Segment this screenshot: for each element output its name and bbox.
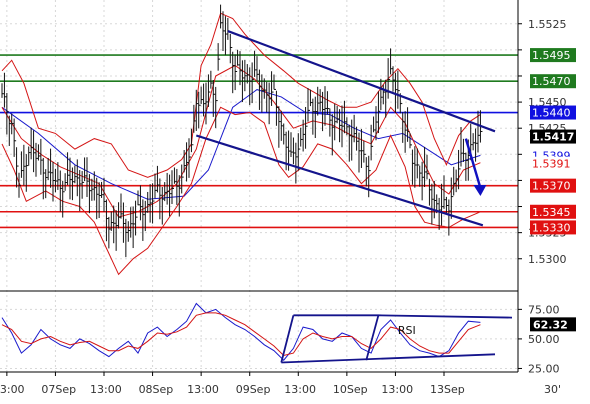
time-axis-label: 13:00 [90,383,122,396]
level-tag [530,204,576,219]
time-axis-label: 08Sep [139,383,174,396]
trend-channel [195,30,496,227]
rsi-axis-label: 25.00 [528,362,560,375]
rsi-trend-resistance [293,314,513,319]
rsi-annotation: RSI [398,324,416,337]
time-axis-label: 13:00 [0,383,25,396]
forecast-arrow-head [473,185,487,196]
price-tag [530,129,576,144]
rsi-value-label: 62.32 [533,318,568,331]
rsi-value-tag [530,317,576,332]
time-axis-label: 10Sep [333,383,368,396]
forecast-arrow-shaft [464,138,482,189]
level-tag [530,220,576,235]
price-tag-label: 1.5417 [532,131,574,144]
channel-line-lower [195,134,484,227]
bollinger-mid-line [1,64,481,218]
time-axis-label: 13:00 [187,383,219,396]
time-axis-label: 09Sep [236,383,271,396]
level-tag-label: 1.5330 [532,221,571,234]
channel-line-upper [227,30,496,133]
bollinger-upper-line [1,12,481,178]
rsi-series-line [1,312,481,357]
level-tag-label: 1.5345 [532,206,571,219]
level-tag-label: 1.5440 [532,107,571,120]
time-axis: 30' 13:00 07Sep 13:00 08Sep 13:00 09Sep 13:00 1… [0,371,561,396]
level-tag [530,48,576,63]
bollinger-lower-line [1,106,481,276]
rsi-trend-left-edge [280,315,295,363]
level-tag [530,105,576,120]
timeframe-label: 30' [544,383,561,396]
rsi-axis-label: 75.00 [528,303,560,316]
price-axis-label: 1.5525 [528,18,567,31]
price-axis-label: 1.5300 [528,253,567,266]
rsi-trend-lines [280,314,513,364]
rsi-axis-label: 50.00 [528,333,560,346]
level-tag [530,74,576,89]
time-axis-label: 13Sep [430,383,465,396]
time-axis-label: 07Sep [41,383,76,396]
level-tag [530,178,576,193]
price-tags: 1.5495 1.5470 1.5440 1.5370 1.5345 1.5330 1.54… [530,48,576,235]
rsi-series-line [1,302,481,361]
time-axis-label: 13:00 [381,383,413,396]
rsi-grid [0,290,518,369]
level-tag-label: 1.5470 [532,75,571,88]
level-tag-label: 1.5370 [532,180,571,193]
price-plot-background [0,0,518,288]
level-tag-label: 1.5495 [532,49,571,62]
rsi-axis: 25.00 50.00 75.00 62.32 [518,303,576,375]
rsi-series [1,302,481,361]
price-tag [530,156,576,171]
rsi-panel: 25.00 50.00 75.00 62.32 RSI [0,290,576,375]
price-tag-label: 1.5391 [532,158,571,171]
rsi-trend-support [281,353,496,364]
rsi-trend-mid-edge [365,315,380,361]
time-axis-label: 13:00 [284,383,316,396]
